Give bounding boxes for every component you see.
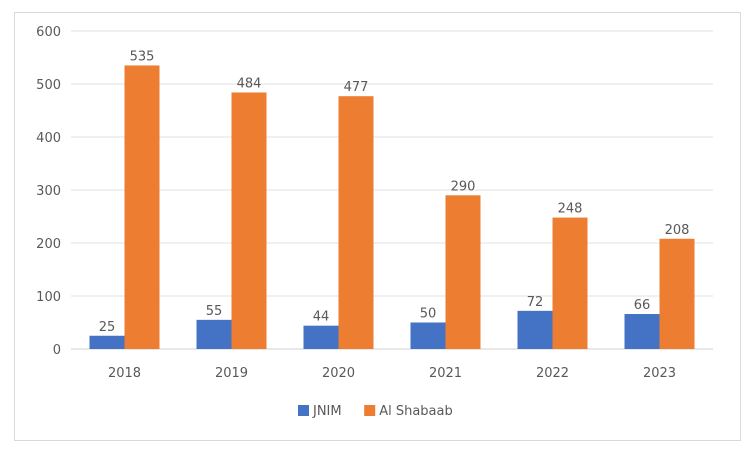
data-label: 535 xyxy=(130,49,155,64)
bar-al-shabaab xyxy=(124,65,160,349)
x-tick-label: 2022 xyxy=(536,366,569,381)
x-tick-label: 2021 xyxy=(429,366,462,381)
bar-al-shabaab xyxy=(338,96,374,349)
data-label: 55 xyxy=(206,304,223,319)
data-label: 44 xyxy=(313,310,330,325)
data-label: 477 xyxy=(344,80,369,95)
bar-jnim xyxy=(517,310,553,349)
bar-al-shabaab xyxy=(552,217,588,349)
data-label: 72 xyxy=(527,295,544,310)
data-label: 25 xyxy=(99,320,116,335)
y-tick-label: 600 xyxy=(36,25,61,40)
x-tick-label: 2018 xyxy=(108,366,141,381)
y-tick-label: 200 xyxy=(36,237,61,252)
y-tick-label: 0 xyxy=(53,343,61,358)
y-tick-label: 400 xyxy=(36,131,61,146)
data-label: 248 xyxy=(558,202,583,217)
x-tick-label: 2020 xyxy=(322,366,355,381)
bar-jnim xyxy=(196,319,232,349)
data-label: 208 xyxy=(665,223,690,238)
legend-label: Al Shabaab xyxy=(379,404,453,419)
y-tick-label: 500 xyxy=(36,78,61,93)
bar-al-shabaab xyxy=(445,195,481,349)
bar-jnim xyxy=(624,314,660,349)
bar-jnim xyxy=(410,322,446,349)
data-label: 50 xyxy=(420,307,437,322)
data-label: 484 xyxy=(237,76,262,91)
bar-al-shabaab xyxy=(659,238,695,349)
y-tick-label: 300 xyxy=(36,184,61,199)
bar-jnim xyxy=(89,335,125,349)
bar-al-shabaab xyxy=(231,92,267,349)
x-tick-label: 2019 xyxy=(215,366,248,381)
x-tick-label: 2023 xyxy=(643,366,676,381)
data-label: 290 xyxy=(451,179,476,194)
data-label: 66 xyxy=(634,298,651,313)
legend-swatch xyxy=(298,405,309,416)
y-tick-label: 100 xyxy=(36,290,61,305)
legend-label: JNIM xyxy=(312,404,342,419)
bar-jnim xyxy=(303,325,339,349)
legend-swatch xyxy=(364,405,376,416)
